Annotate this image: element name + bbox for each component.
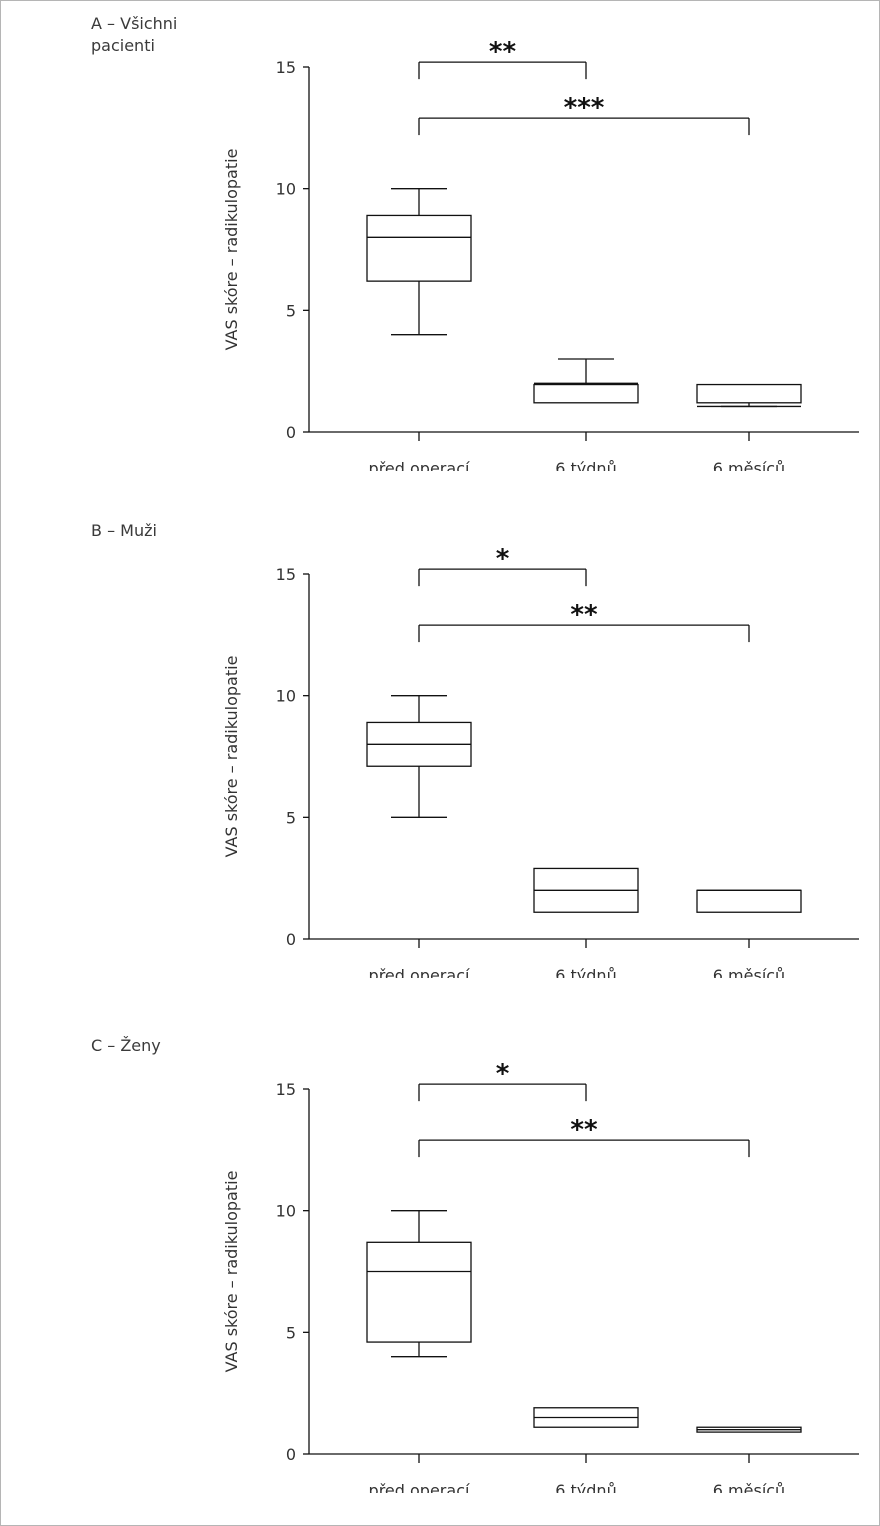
box-plot-2 [696,889,802,913]
box-iqr [533,383,639,404]
x-tick-label: 6 týdnů [555,1481,616,1493]
significance-stars: *** [564,93,605,123]
x-tick-label: před operací [369,1481,470,1493]
y-axis-title: VAS skóre – radikulopatie [222,656,241,858]
y-tick-label: 15 [276,1080,296,1099]
chart-svg: 0 5 10 15 VAS skóre – radikulopatie před oper… [222,544,859,978]
box-plot-2 [696,1426,802,1433]
significance-stars: ** [570,1115,598,1145]
box-iqr [696,889,802,913]
chart-panel-a: A – Všichni pacienti 0 5 10 15 VAS skóre – r… [1,1,879,471]
box-plot-1 [533,358,639,404]
significance-stars: ** [570,600,598,630]
box-plot-0 [366,695,472,818]
y-tick-label: 10 [276,1202,296,1221]
box-plot-2 [696,383,802,408]
box-iqr [366,1241,472,1343]
significance-bracket-1: *** [418,93,750,136]
y-tick-label: 10 [276,687,296,706]
y-tick-label: 5 [286,301,296,320]
y-tick-label: 5 [286,808,296,827]
x-tick-label: před operací [369,966,470,978]
significance-stars: * [496,1059,510,1089]
y-tick-label: 15 [276,565,296,584]
box-plot-0 [366,1210,472,1358]
box-plot-0 [366,188,472,336]
box-plot-1 [533,1407,639,1428]
y-tick-label: 0 [286,1445,296,1464]
box-iqr [696,383,802,404]
significance-bracket-0: ** [418,37,587,80]
panel-label: A – Všichni pacienti [91,14,178,55]
significance-stars: ** [489,37,517,67]
chart-panel-c: C – Ženy 0 5 10 15 VAS skóre – radikulopatie… [1,1023,879,1493]
chart-panel-b: B – Muži 0 5 10 15 VAS skóre – radikulopatie… [1,508,879,978]
x-tick-label: 6 měsíců [713,459,785,471]
x-tick-label: 6 měsíců [713,1481,785,1493]
y-tick-label: 10 [276,180,296,199]
y-tick-label: 0 [286,930,296,949]
y-tick-label: 0 [286,423,296,442]
x-tick-label: 6 týdnů [555,459,616,471]
significance-stars: * [496,544,510,574]
y-axis-title: VAS skóre – radikulopatie [222,1171,241,1373]
y-tick-label: 5 [286,1323,296,1342]
y-tick-label: 15 [276,58,296,77]
y-axis-title: VAS skóre – radikulopatie [222,149,241,351]
chart-svg: 0 5 10 15 VAS skóre – radikulopatie před oper… [222,37,859,471]
x-tick-label: před operací [369,459,470,471]
chart-svg: 0 5 10 15 VAS skóre – radikulopatie před oper… [222,1059,859,1493]
significance-bracket-0: * [418,1059,587,1102]
box-iqr [366,214,472,282]
x-tick-label: 6 týdnů [555,966,616,978]
panel-label: B – Muži [91,521,157,540]
significance-bracket-0: * [418,544,587,587]
significance-bracket-1: ** [418,600,750,643]
significance-bracket-1: ** [418,1115,750,1158]
panel-label: C – Ženy [91,1036,161,1055]
box-plot-1 [533,867,639,913]
x-tick-label: 6 měsíců [713,966,785,978]
